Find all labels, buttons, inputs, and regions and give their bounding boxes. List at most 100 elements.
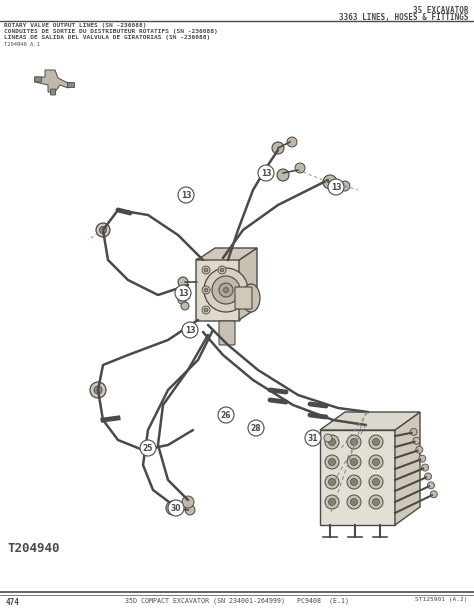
Circle shape (219, 283, 233, 297)
Text: 13: 13 (178, 289, 188, 298)
Circle shape (224, 287, 228, 292)
Circle shape (178, 277, 188, 287)
Circle shape (425, 473, 431, 480)
Circle shape (258, 165, 274, 181)
Circle shape (373, 459, 380, 465)
Text: 35 EXCAVATOR: 35 EXCAVATOR (413, 6, 469, 15)
Circle shape (347, 475, 361, 489)
Circle shape (419, 455, 426, 462)
Circle shape (202, 266, 210, 274)
Circle shape (350, 499, 357, 505)
Circle shape (218, 266, 226, 274)
Polygon shape (320, 412, 420, 430)
Text: 13: 13 (181, 191, 191, 200)
FancyBboxPatch shape (320, 430, 395, 525)
Circle shape (323, 175, 337, 189)
FancyBboxPatch shape (219, 321, 235, 345)
Circle shape (182, 496, 194, 508)
Circle shape (428, 482, 435, 489)
Polygon shape (395, 412, 420, 525)
Circle shape (204, 268, 208, 272)
Circle shape (369, 455, 383, 469)
Circle shape (202, 306, 210, 314)
Text: 3363 LINES, HOSES & FITTINGS: 3363 LINES, HOSES & FITTINGS (339, 13, 469, 22)
Circle shape (277, 169, 289, 181)
Text: 30: 30 (171, 504, 181, 513)
Circle shape (369, 495, 383, 509)
Text: LINEAS DE SALIDA DEL VALVULA DE GIRATORIAS (SN -236088): LINEAS DE SALIDA DEL VALVULA DE GIRATORI… (4, 35, 210, 40)
Circle shape (340, 181, 350, 191)
Text: T204940: T204940 (8, 542, 61, 555)
Circle shape (185, 505, 195, 515)
FancyBboxPatch shape (67, 82, 74, 88)
Circle shape (325, 455, 339, 469)
Circle shape (166, 501, 180, 515)
Text: 35D COMPACT EXCAVATOR (SN 234001-264999)   PC9408  (E.1): 35D COMPACT EXCAVATOR (SN 234001-264999)… (125, 598, 349, 605)
Circle shape (204, 288, 208, 292)
Circle shape (202, 286, 210, 294)
Circle shape (218, 407, 234, 423)
Circle shape (422, 464, 428, 471)
FancyBboxPatch shape (196, 259, 240, 321)
Circle shape (373, 438, 380, 446)
Circle shape (369, 475, 383, 489)
Text: CONDUITES DE SORTIE DU DISTRIBUTEUR ROTATIFS (SN -236088): CONDUITES DE SORTIE DU DISTRIBUTEUR ROTA… (4, 29, 218, 34)
Circle shape (178, 187, 194, 203)
Circle shape (373, 478, 380, 486)
FancyBboxPatch shape (51, 89, 55, 95)
Circle shape (90, 382, 106, 398)
FancyBboxPatch shape (235, 287, 252, 309)
Circle shape (272, 142, 284, 154)
Circle shape (347, 495, 361, 509)
Circle shape (168, 500, 184, 516)
Circle shape (410, 429, 417, 435)
Circle shape (182, 322, 198, 338)
Circle shape (204, 268, 248, 312)
Polygon shape (197, 248, 257, 260)
Circle shape (295, 163, 305, 173)
Text: ST125901 (A.2): ST125901 (A.2) (416, 597, 468, 602)
Circle shape (328, 179, 344, 195)
Circle shape (175, 285, 191, 301)
Circle shape (96, 223, 110, 237)
Circle shape (413, 437, 420, 445)
Circle shape (325, 435, 339, 449)
Text: T204940 A.1: T204940 A.1 (4, 42, 40, 47)
Circle shape (178, 296, 186, 304)
Circle shape (347, 435, 361, 449)
Text: 13: 13 (185, 326, 195, 335)
Text: 25: 25 (143, 444, 153, 453)
Circle shape (369, 435, 383, 449)
FancyBboxPatch shape (35, 77, 42, 82)
Circle shape (328, 499, 336, 505)
Text: ROTARY VALVE OUTPUT LINES (SN -236088): ROTARY VALVE OUTPUT LINES (SN -236088) (4, 23, 146, 28)
Circle shape (181, 302, 189, 310)
Circle shape (416, 446, 423, 453)
Circle shape (220, 268, 224, 272)
Text: 474: 474 (6, 598, 20, 607)
Circle shape (328, 478, 336, 486)
Circle shape (100, 227, 107, 233)
Circle shape (430, 491, 438, 498)
Text: 13: 13 (331, 183, 341, 192)
Circle shape (325, 495, 339, 509)
Circle shape (140, 440, 156, 456)
Circle shape (350, 478, 357, 486)
Circle shape (328, 438, 336, 446)
Circle shape (287, 137, 297, 147)
Text: 13: 13 (261, 169, 271, 178)
Ellipse shape (242, 284, 260, 312)
Circle shape (347, 455, 361, 469)
Circle shape (350, 438, 357, 446)
Circle shape (305, 430, 321, 446)
Circle shape (324, 434, 332, 442)
Circle shape (204, 308, 208, 312)
Circle shape (350, 459, 357, 465)
Text: 26: 26 (221, 411, 231, 420)
Text: 28: 28 (251, 424, 261, 433)
Circle shape (212, 276, 240, 304)
Circle shape (94, 386, 102, 394)
Circle shape (328, 459, 336, 465)
Polygon shape (35, 70, 68, 92)
Circle shape (373, 499, 380, 505)
